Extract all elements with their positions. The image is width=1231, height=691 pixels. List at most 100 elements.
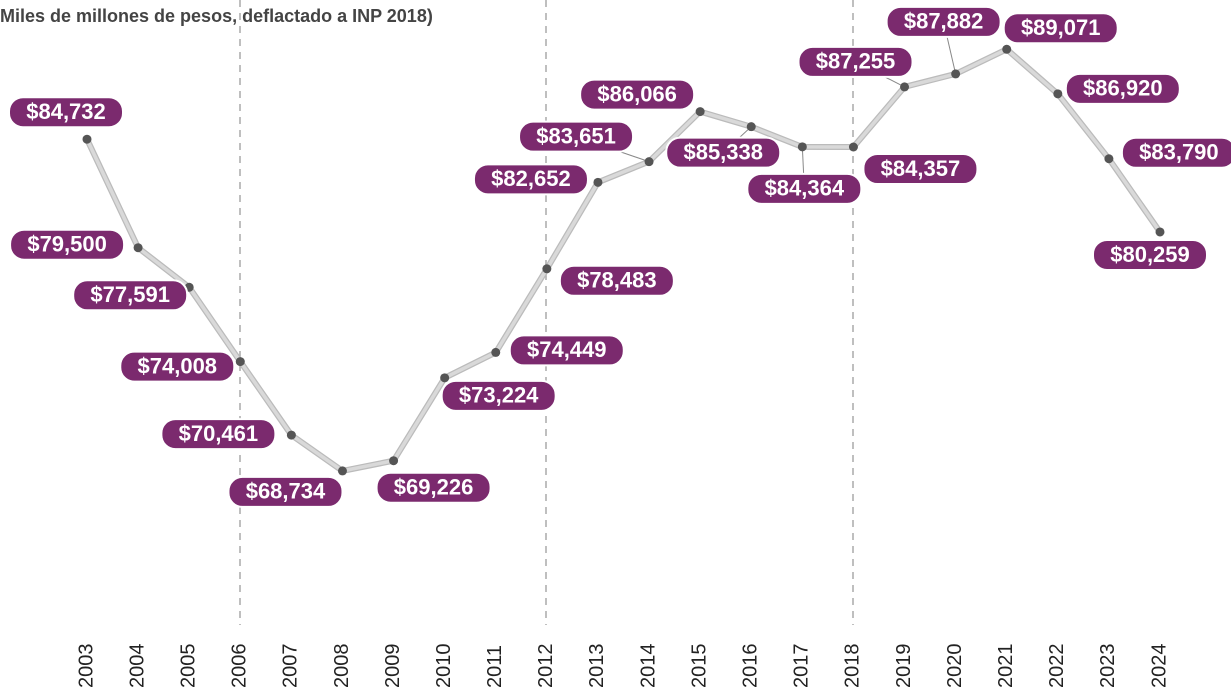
- point: [746, 122, 756, 132]
- value-label-box: [375, 471, 492, 504]
- value-label: $73,224: [440, 379, 557, 412]
- value-label-box: [9, 228, 126, 261]
- value-label-text: $82,652: [491, 166, 571, 191]
- value-label: $69,226: [375, 471, 492, 504]
- value-label-box: [1092, 238, 1208, 271]
- point: [491, 347, 501, 357]
- point: [1155, 227, 1165, 237]
- point: [337, 466, 347, 476]
- x-tick-label: 2017: [791, 644, 813, 689]
- value-label: $89,071: [1002, 12, 1119, 45]
- value-label-box: [440, 379, 557, 412]
- x-tick-label: 2011: [484, 645, 506, 688]
- value-label-box: [1002, 12, 1119, 45]
- value-label-text: $87,882: [904, 9, 984, 34]
- value-label: $86,920: [1064, 72, 1181, 105]
- value-label: $74,449: [508, 334, 625, 367]
- point: [644, 157, 654, 167]
- point: [1104, 154, 1114, 164]
- point: [133, 243, 143, 253]
- x-tick-label: 2019: [893, 644, 915, 689]
- point: [695, 107, 705, 117]
- value-label: $70,461: [160, 418, 277, 451]
- x-tick-label: 2008: [331, 644, 353, 689]
- value-label-box: [665, 136, 782, 169]
- value-label: $87,255: [797, 45, 914, 78]
- value-label-text: $74,449: [527, 337, 607, 362]
- value-label-text: $79,500: [27, 232, 107, 257]
- x-tick-label: 2020: [944, 644, 966, 689]
- value-label-text: $84,357: [881, 156, 961, 181]
- value-label-text: $83,790: [1139, 140, 1219, 165]
- x-tick-label: 2003: [75, 644, 97, 689]
- value-label: $77,591: [72, 279, 189, 312]
- value-label-box: [472, 163, 589, 196]
- value-label-box: [160, 418, 277, 451]
- value-label-box: [797, 45, 914, 78]
- x-tick-label: 2014: [637, 644, 659, 689]
- value-label-box: [579, 78, 696, 111]
- value-label-box: [885, 5, 1002, 38]
- value-label: $83,790: [1120, 136, 1231, 169]
- value-label: $74,008: [119, 350, 236, 383]
- value-label-box: [72, 279, 189, 312]
- point: [542, 264, 552, 274]
- point: [440, 373, 450, 383]
- point: [593, 177, 603, 187]
- value-label-text: $74,008: [138, 353, 218, 378]
- value-label-text: $86,066: [597, 81, 677, 106]
- value-label: $79,500: [9, 228, 126, 261]
- value-label-box: [119, 350, 236, 383]
- x-tick-label: 2013: [586, 644, 608, 689]
- x-tick-label: 2005: [177, 644, 199, 689]
- line: [85, 47, 1162, 473]
- value-label-text: $77,591: [90, 282, 170, 307]
- value-label-box: [1120, 136, 1231, 169]
- point: [1002, 44, 1012, 54]
- value-label-box: [8, 96, 124, 129]
- x-tick-label: 2023: [1097, 644, 1119, 689]
- value-label-box: [227, 475, 344, 508]
- x-tick-label: 2006: [229, 644, 251, 689]
- value-label-text: $70,461: [179, 421, 259, 446]
- point: [900, 82, 910, 92]
- value-label: $85,338: [665, 136, 782, 169]
- x-tick-label: 2024: [1148, 644, 1170, 689]
- value-label: $84,732: [8, 96, 124, 129]
- value-label-box: [558, 264, 675, 297]
- x-tick-label: 2009: [382, 644, 404, 689]
- x-tick-label: 2004: [126, 644, 148, 689]
- chart-title: Miles de millones de pesos, deflactado a…: [0, 6, 433, 26]
- x-tick-label: 2022: [1046, 644, 1068, 689]
- reference-lines: [239, 0, 854, 625]
- value-label-text: $84,364: [765, 176, 845, 201]
- point: [389, 456, 399, 466]
- point: [848, 142, 858, 152]
- point: [286, 430, 296, 440]
- value-label-text: $89,071: [1021, 15, 1101, 40]
- line-outline: [84, 46, 1163, 474]
- value-label-box: [746, 172, 863, 205]
- point: [235, 357, 245, 367]
- value-label: $84,357: [862, 152, 979, 185]
- value-label-text: $84,732: [26, 99, 106, 124]
- x-tick-label: 2012: [535, 644, 557, 689]
- value-label-box: [1064, 72, 1181, 105]
- value-label: $84,364: [746, 172, 863, 205]
- value-label: $86,066: [579, 78, 696, 111]
- value-label: $80,259: [1092, 238, 1208, 271]
- value-label: $87,882: [885, 5, 1002, 38]
- x-tick-label: 2021: [995, 644, 1017, 689]
- point: [82, 134, 92, 144]
- point: [1053, 89, 1063, 99]
- value-label-text: $86,920: [1083, 76, 1163, 101]
- x-tick-label: 2007: [280, 644, 302, 689]
- value-label-text: $87,255: [816, 49, 896, 74]
- value-label: $82,652: [472, 163, 589, 196]
- value-label: $83,651: [518, 120, 635, 153]
- value-label-box: [862, 152, 979, 185]
- value-label-box: [518, 120, 635, 153]
- value-label: $68,734: [227, 475, 344, 508]
- value-label-text: $68,734: [246, 479, 326, 504]
